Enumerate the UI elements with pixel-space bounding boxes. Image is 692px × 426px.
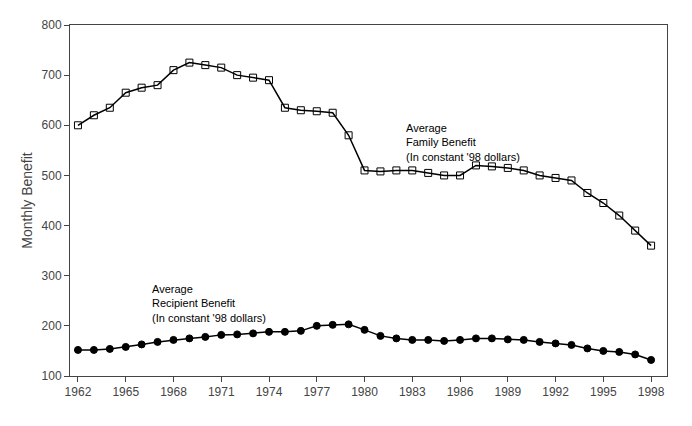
- svg-text:300: 300: [42, 269, 62, 283]
- svg-text:AverageRecipient Benefit(In co: AverageRecipient Benefit(In constant '98…: [152, 283, 266, 324]
- svg-text:1995: 1995: [590, 385, 617, 399]
- svg-text:1986: 1986: [447, 385, 474, 399]
- svg-text:400: 400: [42, 219, 62, 233]
- svg-text:800: 800: [42, 18, 62, 32]
- svg-text:700: 700: [42, 68, 62, 82]
- svg-text:1989: 1989: [494, 385, 521, 399]
- svg-text:1977: 1977: [303, 385, 330, 399]
- svg-text:1962: 1962: [65, 385, 92, 399]
- svg-text:1998: 1998: [638, 385, 665, 399]
- svg-text:1980: 1980: [351, 385, 378, 399]
- svg-text:1992: 1992: [542, 385, 569, 399]
- svg-text:Monthly Benefit: Monthly Benefit: [19, 152, 35, 249]
- svg-text:1968: 1968: [160, 385, 187, 399]
- svg-text:600: 600: [42, 118, 62, 132]
- svg-text:AverageFamily Benefit(In const: AverageFamily Benefit(In constant '98 do…: [406, 122, 520, 163]
- svg-text:1974: 1974: [256, 385, 283, 399]
- svg-text:1971: 1971: [208, 385, 235, 399]
- svg-text:1983: 1983: [399, 385, 426, 399]
- svg-text:100: 100: [42, 369, 62, 383]
- svg-text:500: 500: [42, 169, 62, 183]
- svg-text:200: 200: [42, 319, 62, 333]
- svg-text:1965: 1965: [112, 385, 139, 399]
